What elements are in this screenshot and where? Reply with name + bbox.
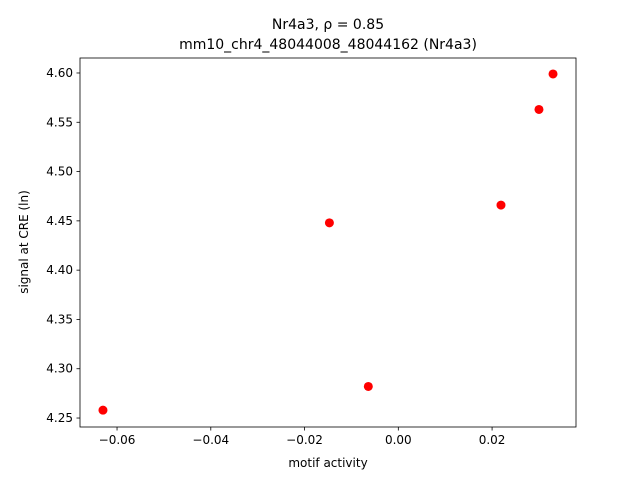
point [548, 69, 558, 79]
y-tick-label: 4.40 [46, 263, 73, 277]
y-tick-label: 4.55 [46, 115, 73, 129]
y-tick-label: 4.60 [46, 66, 73, 80]
x-tick-label: 0.00 [385, 433, 412, 447]
y-tick-label: 4.50 [46, 165, 73, 179]
point [496, 200, 506, 210]
x-tick-label: −0.06 [99, 433, 136, 447]
point [363, 381, 373, 391]
point [534, 104, 544, 114]
x-tick-label: −0.02 [286, 433, 323, 447]
plot-frame [79, 57, 577, 428]
point [98, 405, 108, 415]
x-tick-label: −0.04 [192, 433, 229, 447]
y-tick-label: 4.45 [46, 214, 73, 228]
chart-subtitle: mm10_chr4_48044008_48044162 (Nr4a3) [179, 37, 477, 53]
y-tick-label: 4.35 [46, 312, 73, 326]
y-tick-label: 4.25 [46, 411, 73, 425]
y-axis-label: signal at CRE (ln) [17, 190, 31, 294]
x-axis-label: motif activity [288, 456, 367, 470]
chart-title: Nr4a3, ρ = 0.85 [272, 17, 384, 33]
y-tick-label: 4.30 [46, 362, 73, 376]
point [324, 218, 334, 228]
x-tick-label: 0.02 [479, 433, 506, 447]
